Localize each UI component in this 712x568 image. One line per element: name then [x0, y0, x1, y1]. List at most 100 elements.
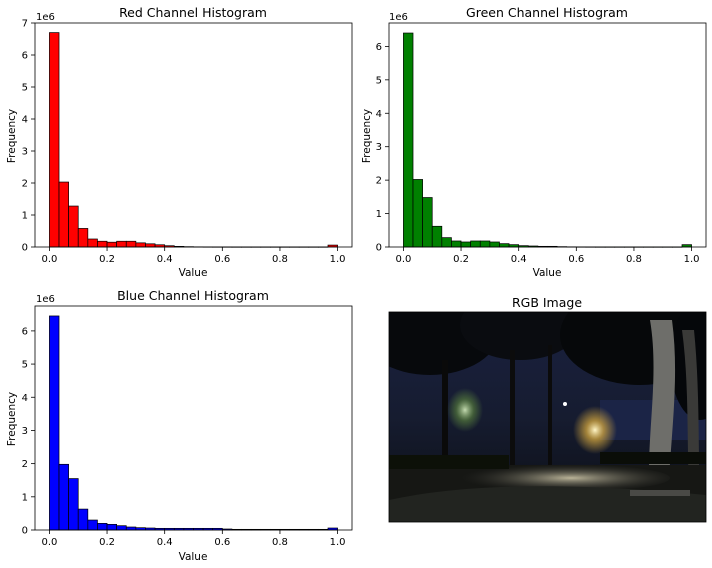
red-histogram-bar [145, 243, 156, 248]
green-x-tick-label: 0.4 [511, 254, 527, 265]
red-ticks: 0.0 0.2 0.4 0.6 0.8 1.0 0 1 2 3 4 5 6 7 [22, 19, 346, 266]
green-histogram-bar [441, 237, 452, 248]
red-histogram-bar [68, 205, 79, 248]
red-x-tick-label: 0.8 [272, 254, 288, 265]
red-histogram-bar [116, 240, 127, 248]
green-histogram-bar [460, 241, 472, 248]
red-x-tick-label: 0.2 [99, 254, 115, 265]
red-x-tick-label: 1.0 [330, 254, 346, 265]
blue-histogram-bar [125, 526, 137, 531]
blue-x-tick-label: 0.4 [157, 537, 173, 548]
green-x-tick-label: 0.2 [453, 254, 469, 265]
green-x-axis-label: Value [533, 267, 562, 279]
blue-histogram-bar [68, 478, 79, 531]
blue-x-axis-label: Value [179, 551, 208, 563]
blue-y-tick-label: 0 [22, 526, 28, 537]
green-histogram-bar [412, 179, 423, 248]
green-chart-title: Green Channel Histogram [466, 5, 628, 20]
rgb-image-title: RGB Image [512, 295, 582, 310]
red-y-axis-label: Frequency [6, 109, 18, 163]
blue-x-tick-label: 0.0 [41, 537, 57, 548]
green-x-tick-label: 0.0 [395, 254, 411, 265]
blue-y-axis-label: Frequency [6, 392, 18, 446]
blue-x-tick-label: 0.6 [214, 537, 230, 548]
blue-chart-title: Blue Channel Histogram [117, 288, 269, 303]
red-x-tick-label: 0.4 [157, 254, 173, 265]
red-y-offset-label: 1e6 [36, 12, 55, 23]
red-x-tick-label: 0.0 [41, 254, 57, 265]
red-y-tick-label: 2 [22, 179, 28, 190]
green-y-tick-label: 3 [376, 142, 382, 153]
red-bars [49, 32, 338, 248]
red-histogram-bar [77, 228, 89, 248]
blue-histogram-bar [97, 523, 108, 531]
rgb-image-panel: RGB Image [388, 295, 707, 523]
blue-ticks: 0.0 0.2 0.4 0.6 0.8 1.0 0 1 2 3 4 5 6 [22, 326, 346, 548]
blue-histogram-panel: Blue Channel Histogram 1e6 Frequency Val… [6, 288, 353, 563]
green-y-tick-label: 5 [376, 75, 382, 86]
green-x-tick-label: 1.0 [684, 254, 700, 265]
blue-y-tick-label: 5 [22, 360, 28, 371]
photo-image [389, 312, 706, 522]
green-histogram-bar [499, 243, 510, 248]
red-x-tick-label: 0.6 [214, 254, 230, 265]
green-histogram-bar [403, 32, 414, 248]
red-y-tick-label: 4 [22, 115, 28, 126]
red-x-axis-label: Value [179, 267, 208, 279]
red-y-tick-label: 1 [22, 211, 28, 222]
red-histogram-bar [58, 181, 69, 248]
red-y-tick-label: 5 [22, 83, 28, 94]
blue-y-tick-label: 6 [22, 326, 28, 337]
red-y-tick-label: 6 [22, 51, 28, 62]
blue-plot-frame [34, 305, 353, 531]
blue-y-tick-label: 4 [22, 393, 28, 404]
red-histogram-bar [125, 240, 137, 248]
green-y-tick-label: 0 [376, 243, 382, 254]
red-histogram-bar [97, 240, 108, 248]
green-histogram-panel: Green Channel Histogram 1e6 Frequency Va… [361, 5, 707, 279]
red-chart-title: Red Channel Histogram [119, 5, 267, 20]
red-y-tick-label: 3 [22, 147, 28, 158]
blue-histogram-bar [116, 525, 127, 531]
green-bars [403, 32, 692, 248]
green-y-tick-label: 1 [376, 209, 382, 220]
blue-histogram-bar [58, 463, 69, 531]
blue-bars [49, 315, 338, 531]
green-y-tick-label: 2 [376, 176, 382, 187]
green-histogram-bar [489, 241, 500, 248]
green-histogram-bar [431, 225, 443, 248]
green-y-axis-label: Frequency [361, 109, 373, 163]
blue-y-offset-label: 1e6 [36, 294, 55, 305]
red-histogram-bar [135, 242, 146, 248]
green-y-tick-label: 6 [376, 42, 382, 53]
red-histogram-panel: Red Channel Histogram 1e6 Frequency Valu… [6, 5, 353, 279]
blue-histogram-bar [77, 508, 89, 531]
green-ticks: 0.0 0.2 0.4 0.6 0.8 1.0 0 1 2 3 4 5 6 [376, 42, 700, 265]
green-y-tick-label: 4 [376, 109, 382, 120]
green-histogram-bar [451, 240, 462, 248]
blue-y-tick-label: 1 [22, 492, 28, 503]
red-y-tick-label: 0 [22, 243, 28, 254]
blue-y-tick-label: 3 [22, 426, 28, 437]
blue-histogram-bar [87, 519, 98, 531]
blue-y-tick-label: 2 [22, 459, 28, 470]
blue-x-tick-label: 1.0 [330, 537, 346, 548]
blue-x-tick-label: 0.2 [99, 537, 115, 548]
red-plot-frame [34, 22, 353, 248]
red-histogram-bar [49, 32, 60, 248]
blue-histogram-bar [106, 524, 118, 531]
green-histogram-bar [470, 240, 481, 248]
red-histogram-bar [87, 238, 98, 248]
green-plot-frame [388, 22, 707, 248]
red-histogram-bar [106, 241, 118, 248]
green-y-offset-label: 1e6 [389, 12, 408, 23]
red-y-tick-label: 7 [22, 19, 28, 30]
green-histogram-bar [479, 240, 491, 248]
blue-histogram-bar [49, 315, 60, 531]
green-x-tick-label: 0.6 [568, 254, 584, 265]
blue-x-tick-label: 0.8 [272, 537, 288, 548]
green-histogram-bar [422, 197, 433, 248]
rgb-image-frame [388, 311, 707, 523]
green-x-tick-label: 0.8 [626, 254, 642, 265]
